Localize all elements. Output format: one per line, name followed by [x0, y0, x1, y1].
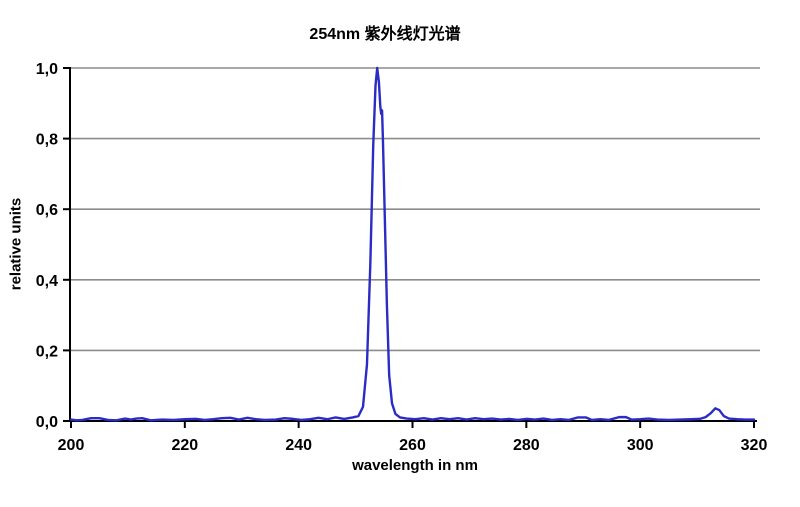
y-tick-label: 0,2	[36, 343, 58, 360]
x-tick-label: 320	[741, 437, 768, 454]
y-tick-label: 0,0	[36, 414, 58, 431]
x-tick-label: 280	[513, 437, 540, 454]
chart-title: 254nm 紫外线灯光谱	[309, 26, 461, 43]
series-lines	[69, 66, 756, 422]
tick-labels: 0,0 0,2 0,4 0,6 0,8 1,0 200 220 240 260 280 300 320	[36, 61, 768, 454]
x-axis-title: wavelength in nm	[352, 457, 478, 474]
tick-marks	[63, 67, 755, 428]
x-tick-label: 300	[627, 437, 654, 454]
y-tick-label: 0,4	[36, 273, 58, 290]
x-tick-label: 260	[399, 437, 426, 454]
y-tick-label: 0,6	[36, 202, 58, 219]
y-tick-label: 1,0	[36, 61, 58, 78]
spectrum-line	[69, 66, 756, 422]
gridlines	[70, 67, 760, 352]
y-axis-title: relative units	[7, 197, 25, 291]
x-tick-label: 220	[171, 437, 198, 454]
x-tick-label: 200	[58, 437, 85, 454]
x-tick-label: 240	[285, 437, 312, 454]
y-tick-label: 0,8	[36, 132, 58, 149]
axes	[69, 67, 757, 422]
